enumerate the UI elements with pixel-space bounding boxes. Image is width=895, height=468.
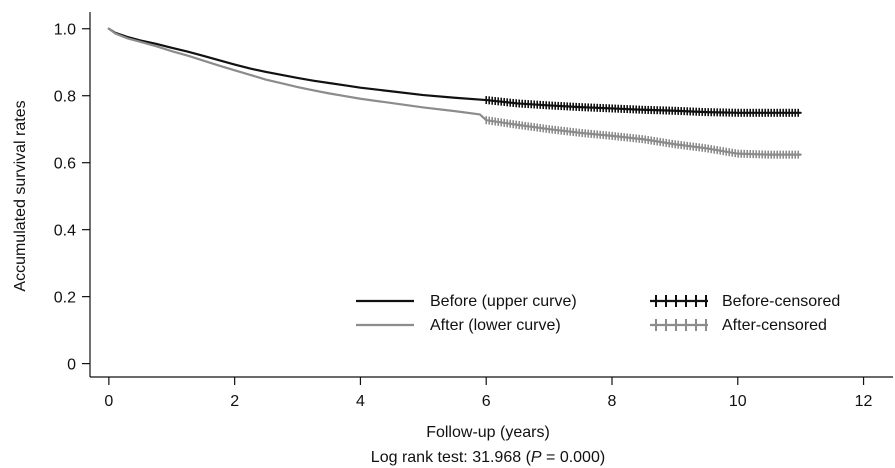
- x-axis-label: Follow-up (years): [426, 424, 550, 441]
- log-rank-caption-suffix: = 0.000): [542, 449, 606, 466]
- log-rank-p-symbol: P: [531, 449, 542, 466]
- series-after-line: [107, 27, 802, 156]
- y-tick-label: 0.8: [54, 89, 76, 106]
- legend-after-censored-swatch: [650, 319, 708, 331]
- legend: Before (upper curve) After (lower curve) B…: [356, 293, 840, 334]
- x-tick-label: 0: [104, 393, 113, 410]
- x-tick-label: 8: [608, 393, 617, 410]
- series-before-censor-marks: [485, 96, 800, 117]
- legend-before-label: Before (upper curve): [430, 293, 577, 310]
- y-tick-label: 0: [67, 357, 76, 374]
- series-after-censor-marks: [485, 116, 800, 159]
- y-tick-label: 0.6: [54, 156, 76, 173]
- log-rank-caption-prefix: Log rank test: 31.968 (: [371, 449, 532, 466]
- y-axis-label: Accumulated survival rates: [12, 100, 29, 291]
- x-tick-label: 4: [356, 393, 365, 410]
- legend-before-censored-label: Before-censored: [722, 293, 840, 310]
- x-tick-label: 12: [855, 393, 873, 410]
- y-tick-label: 0.2: [54, 290, 76, 307]
- log-rank-caption: Log rank test: 31.968 (P = 0.000): [371, 449, 605, 466]
- legend-before-censored-swatch: [650, 295, 708, 307]
- x-tick-label: 6: [482, 393, 491, 410]
- series-before-line: [107, 27, 802, 114]
- plot-layer: [107, 27, 802, 159]
- x-tick-label: 2: [230, 393, 239, 410]
- legend-after-label: After (lower curve): [430, 317, 561, 334]
- y-tick-label: 1.0: [54, 22, 76, 39]
- y-tick-label: 0.4: [54, 223, 76, 240]
- axes-layer: 0 0.2 0.4 0.6 0.8 1.0 0 2 4 6 8 10 12: [54, 12, 893, 410]
- x-tick-label: 10: [729, 393, 747, 410]
- legend-after-censored-label: After-censored: [722, 317, 827, 334]
